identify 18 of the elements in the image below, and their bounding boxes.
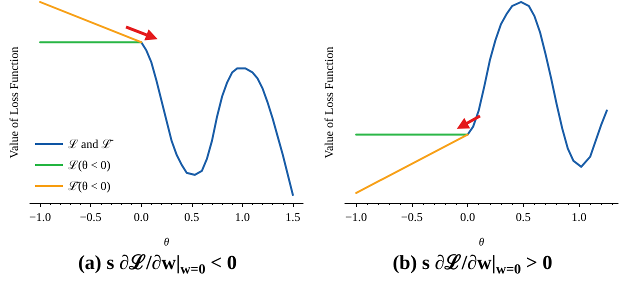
legend-label: ℒ̄(θ < 0) <box>68 179 111 193</box>
y-axis-title: Value of Loss Function <box>7 46 21 158</box>
x-tick-label: −0.5 <box>80 210 102 224</box>
x-tick-label: 0.0 <box>134 210 149 224</box>
x-tick-label: 1.0 <box>572 210 586 224</box>
x-tick-label: 0.5 <box>516 210 531 224</box>
x-tick-label: 0.0 <box>460 210 476 224</box>
x-tick-label: 1.0 <box>234 210 250 224</box>
x-axis-title: θ <box>478 236 485 248</box>
x-tick-label: 0.5 <box>184 210 200 224</box>
x-tick-label: −1.0 <box>345 210 368 224</box>
x-tick-label: −1.0 <box>29 210 51 224</box>
x-tick-label: 1.5 <box>285 210 300 224</box>
legend-label: ℒ(θ < 0) <box>68 158 111 172</box>
x-tick-label: −0.5 <box>400 210 423 224</box>
x-axis-title: θ <box>164 236 170 248</box>
y-axis-title: Value of Loss Function <box>322 46 336 158</box>
legend-label: ℒ and ℒ̄ <box>68 137 114 151</box>
